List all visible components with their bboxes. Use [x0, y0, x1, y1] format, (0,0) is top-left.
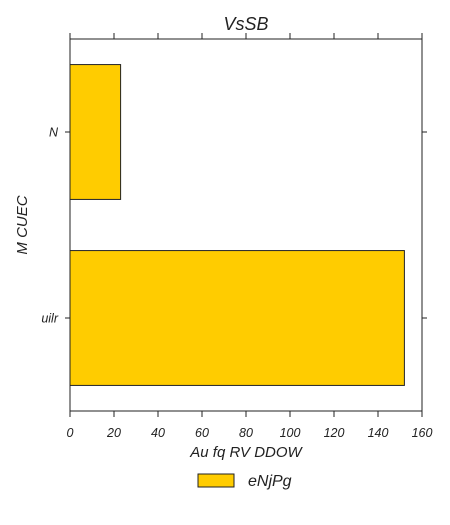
x-tick-label: 100: [280, 426, 301, 440]
x-tick-label: 160: [412, 426, 433, 440]
x-tick-label: 40: [151, 426, 165, 440]
x-axis-label: Au fq RV DDOW: [189, 444, 303, 461]
legend-label: eNjPg: [248, 473, 292, 490]
y-tick-label: N: [49, 126, 59, 140]
bar-uilr: [70, 251, 404, 386]
y-axis-label: M CUEC: [14, 195, 31, 254]
x-tick-label: 20: [106, 426, 121, 440]
x-tick-label: 80: [239, 426, 253, 440]
bar-N: [70, 65, 121, 200]
x-tick-label: 120: [324, 426, 345, 440]
x-tick-label: 0: [67, 426, 74, 440]
chart-title: VsSB: [223, 14, 268, 34]
legend: eNjPg: [198, 473, 292, 490]
legend-swatch: [198, 474, 234, 487]
y-tick-label: uilr: [41, 312, 59, 326]
x-tick-label: 60: [195, 426, 209, 440]
x-tick-label: 140: [368, 426, 389, 440]
bars-group: [70, 65, 404, 386]
